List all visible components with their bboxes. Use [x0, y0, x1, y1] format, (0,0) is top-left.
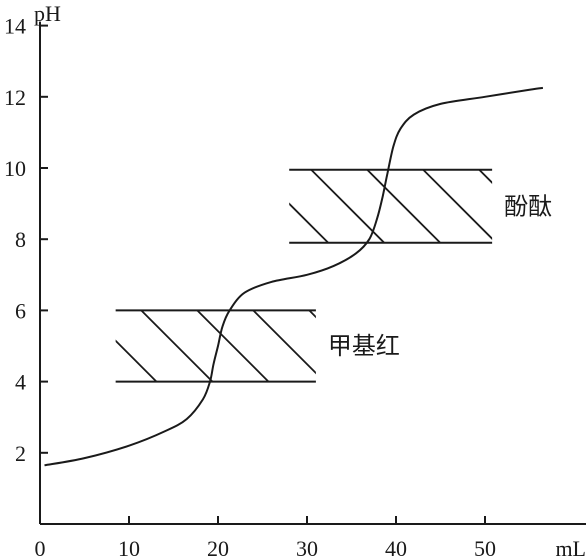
y-tick-label: 12 — [4, 85, 26, 110]
hatch-line — [310, 169, 385, 243]
band-label: 甲基红 — [328, 332, 400, 360]
hatch-line — [289, 202, 329, 243]
x-axis-label: mL — [555, 536, 586, 560]
y-tick-label: 4 — [15, 370, 26, 395]
y-axis-label: pH — [34, 1, 61, 26]
x-tick-label: 30 — [296, 536, 318, 560]
band-label: 酚酞 — [504, 192, 552, 220]
hatch-line — [140, 310, 214, 382]
x-tick-label: 10 — [118, 536, 140, 560]
y-tick-label: 2 — [15, 441, 26, 466]
indicator-band: 甲基红 — [115, 309, 400, 383]
indicator-band: 酚酞 — [143, 168, 552, 244]
hatch-line — [199, 170, 272, 243]
hatch-line — [115, 339, 158, 382]
titration-curve — [44, 86, 544, 467]
hatch-line — [252, 310, 316, 375]
x-ticks: 0 10 20 30 40 50 — [35, 516, 496, 560]
hatch-line — [366, 169, 441, 243]
hatch-line — [422, 169, 493, 240]
x-tick-label: 20 — [207, 536, 229, 560]
x-tick-label: 40 — [385, 536, 407, 560]
y-ticks: 2 4 6 8 10 12 14 — [4, 14, 48, 466]
y-tick-label: 6 — [15, 298, 26, 323]
x-tick-label: 50 — [474, 536, 496, 560]
band-hatching — [143, 169, 493, 243]
indicator-bands: 甲基红 酚酞 — [115, 168, 552, 383]
hatch-line — [143, 170, 216, 243]
y-tick-label: 10 — [4, 156, 26, 181]
band-hatching — [115, 310, 316, 382]
hatch-line — [478, 169, 493, 184]
y-tick-label: 14 — [4, 14, 26, 39]
y-tick-label: 8 — [15, 227, 26, 252]
hatch-line — [196, 310, 270, 382]
x-tick-label: 0 — [35, 536, 46, 560]
axes: 0 10 20 30 40 50 2 4 6 8 10 12 14 pH mL — [4, 1, 586, 560]
